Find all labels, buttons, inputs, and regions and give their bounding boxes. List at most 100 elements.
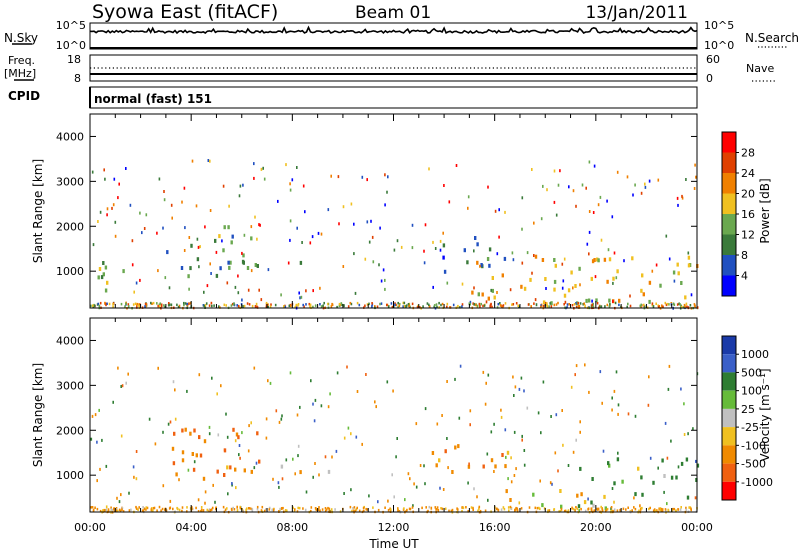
- data-cell: [496, 252, 499, 256]
- data-cell: [198, 265, 200, 269]
- data-cell: [693, 187, 696, 190]
- data-cell: [534, 506, 537, 510]
- data-cell: [271, 508, 273, 512]
- data-cell: [386, 190, 388, 194]
- data-cell: [209, 509, 212, 512]
- data-cell: [305, 303, 307, 306]
- data-cell: [180, 266, 184, 270]
- data-cell: [520, 376, 523, 380]
- data-cell: [613, 251, 616, 255]
- data-cell: [617, 451, 619, 455]
- data-cell: [191, 506, 193, 509]
- data-cell: [528, 506, 531, 509]
- data-cell: [158, 177, 161, 181]
- data-cell: [564, 300, 567, 304]
- data-cell: [169, 420, 172, 424]
- data-cell: [192, 467, 196, 472]
- data-cell: [606, 279, 609, 284]
- data-cell: [480, 263, 483, 267]
- data-cell: [206, 508, 209, 512]
- data-cell: [145, 213, 148, 217]
- data-cell: [235, 432, 239, 437]
- data-cell: [91, 170, 94, 174]
- data-cell: [527, 303, 530, 306]
- data-cell: [349, 505, 352, 509]
- data-cell: [497, 508, 500, 512]
- colorbar-segment: [722, 193, 736, 214]
- data-cell: [555, 303, 558, 306]
- data-cell: [403, 304, 406, 308]
- data-cell: [132, 465, 135, 469]
- data-cell: [634, 414, 637, 418]
- data-cell: [512, 303, 515, 306]
- data-cell: [634, 507, 637, 511]
- data-cell: [665, 303, 668, 307]
- data-cell: [292, 457, 294, 461]
- data-cell: [570, 385, 573, 389]
- data-cell: [446, 302, 449, 306]
- data-cell: [587, 298, 591, 303]
- data-cell: [595, 298, 598, 303]
- data-cell: [158, 505, 161, 509]
- data-cell: [627, 302, 629, 306]
- data-cell: [184, 226, 186, 230]
- data-cell: [542, 304, 545, 308]
- data-cell: [686, 305, 688, 308]
- data-cell: [127, 372, 129, 376]
- data-cell: [384, 506, 386, 509]
- data-cell: [667, 508, 669, 512]
- data-cell: [473, 249, 475, 253]
- data-cell: [120, 302, 123, 306]
- data-cell: [469, 300, 472, 304]
- data-cell: [145, 304, 147, 308]
- data-cell: [667, 387, 670, 391]
- data-cell: [554, 451, 557, 455]
- data-cell: [387, 508, 390, 512]
- data-cell: [351, 509, 353, 513]
- data-cell: [567, 464, 570, 467]
- data-cell: [536, 506, 539, 510]
- data-cell: [286, 509, 288, 512]
- data-cell: [611, 396, 613, 400]
- data-cell: [358, 303, 361, 307]
- data-cell: [262, 166, 264, 170]
- colorbar-tick-label: 1000: [741, 348, 769, 361]
- freq-tick-high: 18: [67, 53, 81, 66]
- data-cell: [424, 407, 427, 411]
- data-cell: [543, 507, 546, 510]
- data-cell: [523, 286, 527, 291]
- data-cell: [254, 215, 256, 219]
- data-cell: [501, 453, 504, 457]
- data-cell: [233, 508, 236, 511]
- colorbar-segment: [722, 132, 736, 153]
- colorbar-segment: [722, 427, 736, 446]
- data-cell: [652, 509, 655, 512]
- data-cell: [253, 366, 256, 370]
- data-cell: [133, 475, 135, 479]
- data-cell: [577, 504, 581, 509]
- data-cell: [479, 264, 481, 268]
- data-cell: [648, 280, 652, 285]
- data-cell: [100, 275, 104, 280]
- data-cell: [277, 481, 280, 485]
- data-cell: [413, 482, 415, 486]
- colorbar-tick-label: 4: [741, 270, 748, 283]
- data-cell: [435, 463, 438, 468]
- data-cell: [256, 508, 259, 511]
- data-cell: [320, 404, 323, 408]
- data-cell: [493, 422, 495, 426]
- data-cell: [643, 303, 645, 307]
- data-cell: [319, 303, 321, 306]
- data-cell: [694, 163, 696, 167]
- data-cell: [640, 191, 643, 195]
- data-cell: [677, 508, 680, 511]
- data-cell: [448, 509, 450, 513]
- data-cell: [197, 498, 200, 502]
- data-cell: [120, 434, 123, 438]
- data-cell: [478, 505, 481, 509]
- data-cell: [597, 508, 599, 511]
- data-cell: [210, 508, 213, 511]
- data-cell: [104, 288, 108, 293]
- data-cell: [243, 304, 246, 308]
- colorbar-segment: [722, 173, 736, 194]
